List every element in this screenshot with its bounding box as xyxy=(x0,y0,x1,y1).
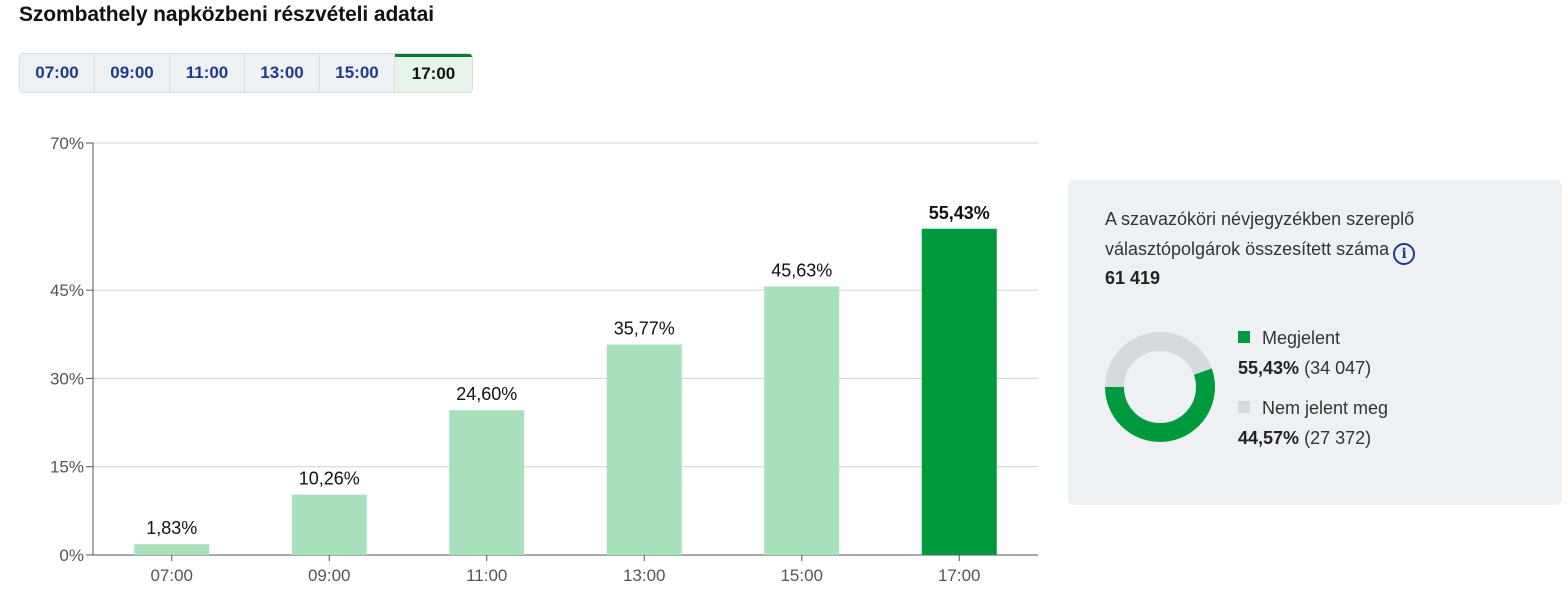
tab-1700[interactable]: 17:00 xyxy=(395,54,472,92)
bar-value-label: 1,83% xyxy=(146,518,197,538)
bar xyxy=(764,286,840,555)
legend-count-absent: (27 372) xyxy=(1304,428,1372,448)
bar xyxy=(606,344,682,555)
info-panel: A szavazóköri névjegyzékben szereplő vál… xyxy=(1068,180,1562,505)
legend-label-absent: Nem jelent meg xyxy=(1262,398,1389,418)
x-tick-label: 17:00 xyxy=(938,566,981,585)
turnout-donut-chart xyxy=(1105,332,1215,442)
y-tick-label: 0% xyxy=(59,546,84,565)
tab-0700[interactable]: 07:00 xyxy=(20,54,95,92)
info-icon[interactable]: i xyxy=(1393,243,1416,265)
tab-1300[interactable]: 13:00 xyxy=(245,54,320,92)
y-tick-label: 15% xyxy=(50,458,84,477)
legend-value-present: 55,43% (34 047) xyxy=(1238,358,1371,379)
bar xyxy=(134,544,210,555)
legend-percent-present: 55,43% xyxy=(1238,358,1300,378)
legend-swatch-present xyxy=(1238,331,1250,343)
y-tick-label: 45% xyxy=(50,281,84,300)
tab-1500[interactable]: 15:00 xyxy=(320,54,395,92)
info-description-text: A szavazóköri névjegyzékben szereplő vál… xyxy=(1105,209,1415,259)
bar-value-label: 55,43% xyxy=(929,203,990,223)
bar xyxy=(291,494,367,555)
y-tick-label: 30% xyxy=(50,369,84,388)
x-tick-label: 11:00 xyxy=(466,566,507,585)
legend-percent-absent: 44,57% xyxy=(1238,428,1300,448)
bar-value-label: 45,63% xyxy=(771,260,832,280)
tab-0900[interactable]: 09:00 xyxy=(95,54,170,92)
registered-voters-total: 61 419 xyxy=(1105,268,1161,288)
page-title: Szombathely napközbeni részvételi adatai xyxy=(19,3,434,26)
bar-value-label: 35,77% xyxy=(614,318,675,338)
donut-segment-absent xyxy=(1105,332,1215,442)
x-tick-label: 15:00 xyxy=(780,566,823,585)
legend-count-present: (34 047) xyxy=(1304,358,1372,378)
turnout-bar-chart: 0% 15% 30% 45% 70% 1,83% 07:00 10,26% 09:00 24,60… xyxy=(50,134,1038,585)
legend-value-absent: 44,57% (27 372) xyxy=(1238,428,1371,449)
legend-label-present: Megjelent xyxy=(1262,328,1341,348)
tab-1100[interactable]: 11:00 xyxy=(170,54,245,92)
info-description: A szavazóköri névjegyzékben szereplő vál… xyxy=(1105,204,1465,265)
legend-item-present: Megjelent xyxy=(1238,328,1340,349)
bar-value-label: 24,60% xyxy=(456,384,517,404)
legend-item-absent: Nem jelent meg xyxy=(1238,398,1388,419)
legend-swatch-absent xyxy=(1238,401,1250,413)
y-tick-label: 70% xyxy=(50,134,84,153)
bar xyxy=(449,410,525,555)
x-tick-label: 07:00 xyxy=(150,566,193,585)
bar xyxy=(921,228,997,555)
x-tick-label: 13:00 xyxy=(623,566,666,585)
bar-value-label: 10,26% xyxy=(299,469,360,489)
x-tick-label: 09:00 xyxy=(308,566,351,585)
time-tabs: 07:00 09:00 11:00 13:00 15:00 17:00 xyxy=(19,53,473,93)
